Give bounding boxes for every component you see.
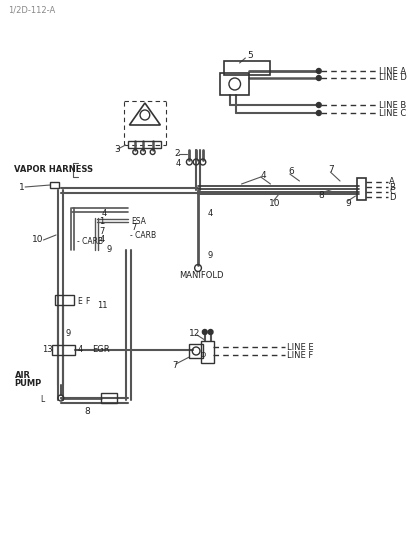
Text: B: B bbox=[389, 182, 394, 191]
Text: LINE B: LINE B bbox=[378, 101, 405, 109]
Circle shape bbox=[316, 102, 320, 108]
Text: LINE A: LINE A bbox=[378, 67, 405, 76]
Text: 10: 10 bbox=[32, 236, 43, 245]
Text: 1/2D-112-A: 1/2D-112-A bbox=[8, 5, 55, 14]
Text: L: L bbox=[40, 394, 45, 403]
Bar bbox=[50, 182, 59, 188]
Bar bbox=[220, 73, 249, 95]
Text: 3: 3 bbox=[114, 144, 119, 154]
Text: - CARB: - CARB bbox=[130, 230, 156, 239]
Circle shape bbox=[316, 69, 320, 74]
Text: 9: 9 bbox=[345, 198, 351, 207]
Text: 12: 12 bbox=[189, 328, 200, 337]
Text: E: E bbox=[77, 297, 82, 306]
Circle shape bbox=[316, 110, 320, 116]
Circle shape bbox=[316, 76, 320, 80]
Text: 8: 8 bbox=[84, 407, 90, 416]
Text: 10: 10 bbox=[268, 198, 279, 207]
Text: AIR: AIR bbox=[14, 370, 30, 379]
Bar bbox=[200, 341, 214, 363]
Text: EGR: EGR bbox=[92, 345, 109, 354]
Text: C: C bbox=[389, 188, 394, 197]
Text: 9: 9 bbox=[65, 328, 71, 337]
Text: 4: 4 bbox=[260, 171, 266, 180]
Text: 4: 4 bbox=[101, 208, 106, 217]
Text: D: D bbox=[389, 192, 395, 201]
Bar bbox=[128, 141, 161, 148]
Bar bbox=[55, 295, 74, 305]
Text: 8: 8 bbox=[318, 190, 324, 199]
Text: - CARB: - CARB bbox=[77, 238, 103, 246]
Text: 5: 5 bbox=[247, 52, 252, 61]
Bar bbox=[52, 345, 75, 355]
Bar bbox=[101, 393, 117, 403]
Text: 7: 7 bbox=[99, 227, 105, 236]
Circle shape bbox=[202, 329, 207, 335]
Text: LINE D: LINE D bbox=[378, 74, 406, 83]
Text: 4: 4 bbox=[175, 158, 181, 167]
Text: ESA: ESA bbox=[131, 216, 146, 225]
Text: 7: 7 bbox=[328, 166, 333, 174]
Text: 2: 2 bbox=[173, 149, 179, 158]
Text: 6: 6 bbox=[287, 167, 293, 176]
Text: 13: 13 bbox=[43, 345, 53, 354]
Text: 11: 11 bbox=[97, 301, 107, 310]
Text: A: A bbox=[389, 177, 394, 187]
Text: PUMP: PUMP bbox=[14, 378, 42, 387]
Text: LINE E: LINE E bbox=[286, 343, 313, 351]
Text: 9: 9 bbox=[106, 246, 111, 254]
Bar bbox=[189, 344, 202, 358]
Text: 4: 4 bbox=[207, 208, 212, 217]
Text: 4: 4 bbox=[77, 345, 82, 354]
Text: 9: 9 bbox=[207, 251, 212, 260]
Text: F: F bbox=[85, 297, 89, 306]
Text: D: D bbox=[200, 352, 205, 358]
Text: LINE C: LINE C bbox=[378, 109, 405, 117]
Text: 7: 7 bbox=[171, 361, 177, 370]
Text: VAPOR HARNESS: VAPOR HARNESS bbox=[13, 166, 92, 174]
Circle shape bbox=[208, 329, 213, 335]
Bar bbox=[224, 61, 270, 75]
Text: LINE F: LINE F bbox=[286, 351, 312, 359]
Text: 1: 1 bbox=[99, 216, 104, 225]
Text: 7: 7 bbox=[131, 223, 137, 232]
Text: MANIFOLD: MANIFOLD bbox=[178, 271, 222, 280]
Text: 1: 1 bbox=[19, 182, 25, 191]
Bar bbox=[357, 178, 365, 200]
Text: 4: 4 bbox=[99, 236, 104, 245]
